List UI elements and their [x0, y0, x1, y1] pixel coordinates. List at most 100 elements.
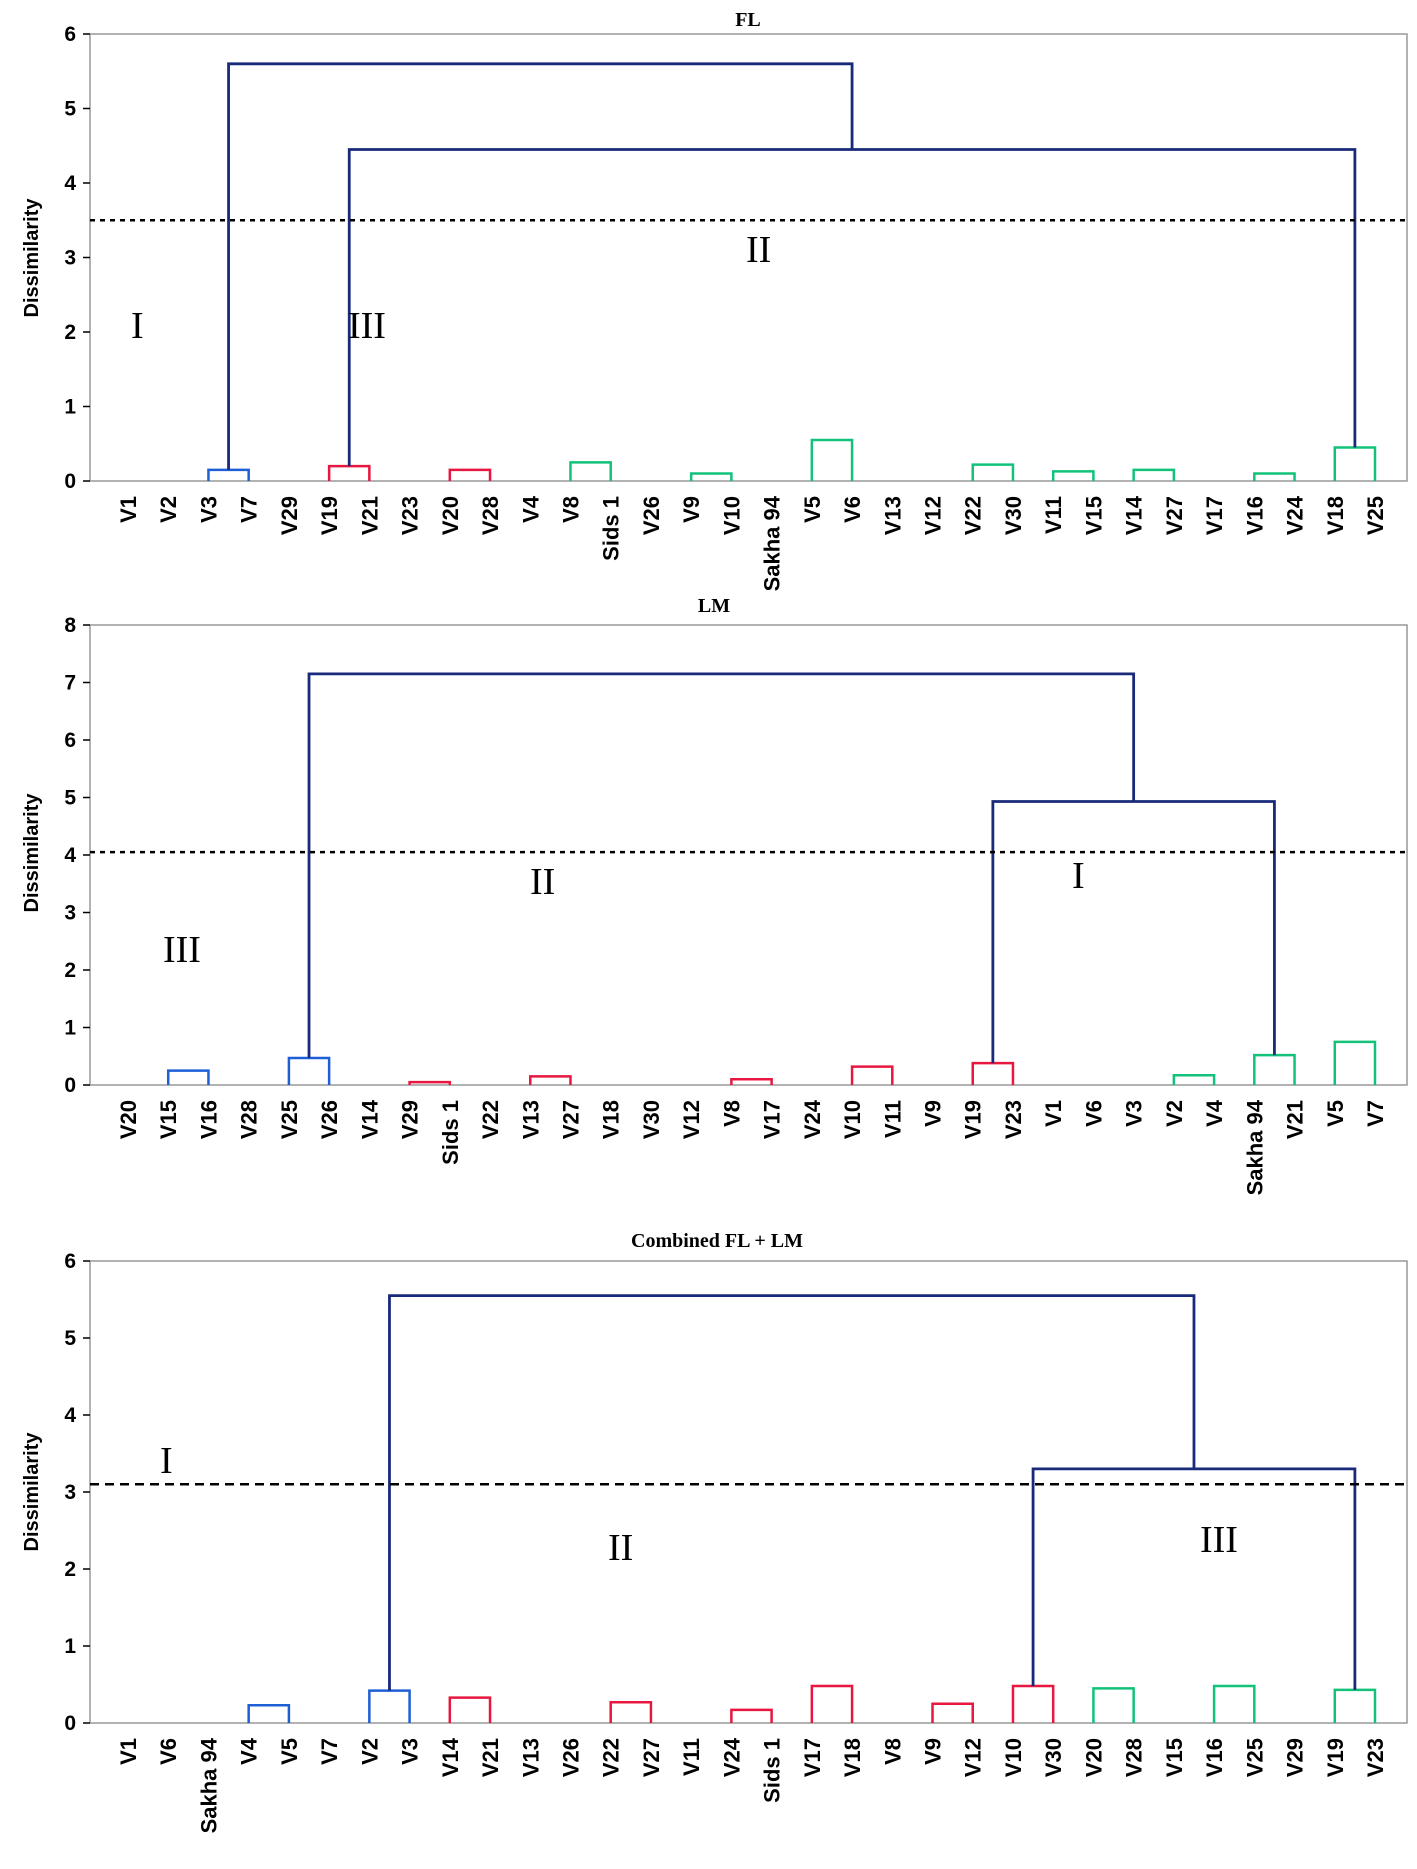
- leaf-label: V17: [760, 1100, 785, 1139]
- leaf-label: Sakha 94: [1242, 1099, 1267, 1195]
- leaf-labels: V1 V2 V3 V7 V29 V19 V21 V23 V20 V28 V4 V8 Sids 1 V26 V…: [116, 495, 1388, 591]
- leaf-label: V11: [880, 1100, 905, 1138]
- leaf-label: V4: [518, 495, 543, 523]
- y-tick-label: 1: [64, 1017, 76, 1040]
- y-tick-label: 5: [64, 1327, 76, 1350]
- cluster-label-i: I: [131, 305, 144, 347]
- leaf-label: V20: [438, 496, 463, 535]
- leaf-label: Sids 1: [599, 496, 624, 561]
- leaf-label: V30: [1041, 1738, 1066, 1777]
- leaf-label: V14: [357, 1099, 382, 1139]
- dendrogram-link: [971, 1061, 1015, 1085]
- leaf-label: V24: [800, 1099, 825, 1139]
- leaf-label: V4: [237, 1737, 262, 1765]
- dendrogram-link: [529, 1075, 572, 1085]
- leaf-label: V16: [1242, 496, 1267, 535]
- panel-title: FL: [735, 9, 761, 31]
- dendrogram-link: [307, 672, 1136, 1058]
- leaf-label: Sids 1: [438, 1100, 463, 1165]
- leaf-label: Sakha 94: [196, 1737, 221, 1833]
- leaf-label: V29: [398, 1100, 423, 1139]
- leaf-label: V7: [237, 496, 262, 523]
- panel-title: LM: [698, 595, 730, 617]
- y-tick-label: 3: [64, 902, 76, 925]
- leaf-label: V6: [156, 1738, 181, 1765]
- leaf-label: V12: [679, 1100, 704, 1139]
- dendrogram-link: [609, 1700, 653, 1723]
- leaf-label: V22: [599, 1738, 624, 1777]
- dendrogram-link: [1011, 1684, 1055, 1723]
- panel-title: Combined FL + LM: [631, 1230, 803, 1252]
- leaf-label: V25: [1363, 496, 1388, 535]
- y-ticks: 0 1 2 3 4 5 6: [64, 1250, 90, 1735]
- leaf-label: V2: [357, 1738, 382, 1765]
- y-tick-label: 1: [64, 1635, 76, 1658]
- cluster-label-iii: III: [1200, 1519, 1238, 1561]
- leaf-label: V5: [277, 1738, 302, 1765]
- y-tick-label: 3: [64, 247, 76, 270]
- leaf-label: V26: [317, 1100, 342, 1139]
- y-ticks: 0 1 2 3 4 5 6: [64, 23, 90, 493]
- dendrogram-links: [247, 1294, 1377, 1723]
- y-ticks: 0 1 2 3 4 5 6 7 8: [64, 614, 90, 1097]
- leaf-label: V30: [639, 1100, 664, 1139]
- leaf-label: V5: [1323, 1100, 1348, 1127]
- leaf-label: V28: [1122, 1738, 1147, 1777]
- leaf-label: V7: [1363, 1100, 1388, 1127]
- leaf-label: V29: [1283, 1738, 1308, 1777]
- leaf-label: V27: [639, 1738, 664, 1777]
- cluster-label-ii: II: [746, 229, 771, 271]
- leaf-label: V18: [1323, 496, 1348, 535]
- leaf-label: V19: [961, 1100, 986, 1139]
- cluster-label-iii: III: [163, 929, 201, 971]
- panel-combined: Combined FL + LM Dissimilarity 0 1 2 3 4 5 6 V…: [21, 1230, 1408, 1833]
- y-tick-label: 4: [64, 172, 76, 195]
- plot-frame: [89, 1260, 1408, 1724]
- leaf-label: V8: [558, 496, 583, 523]
- leaf-label: V25: [1242, 1738, 1267, 1777]
- leaf-label: V2: [156, 496, 181, 523]
- leaf-label: V5: [800, 496, 825, 523]
- dendrogram-link: [1132, 468, 1176, 481]
- dendrogram-link: [448, 1696, 492, 1723]
- leaf-label: V9: [921, 1100, 946, 1127]
- cluster-label-iii: III: [348, 305, 386, 347]
- y-tick-label: 0: [64, 1074, 76, 1097]
- y-tick-label: 5: [64, 787, 76, 810]
- leaf-label: V23: [398, 496, 423, 535]
- leaf-label: V24: [1283, 495, 1308, 535]
- dendrogram-links: [166, 672, 1377, 1085]
- dendrogram-link: [327, 464, 371, 481]
- dendrogram-link: [1253, 472, 1296, 481]
- y-axis-label: Dissimilarity: [21, 1432, 43, 1552]
- dendrogram-link: [730, 1078, 773, 1085]
- y-tick-label: 1: [64, 396, 76, 419]
- dendrogram-link: [388, 1294, 1196, 1691]
- dendrogram-link: [1172, 1073, 1216, 1085]
- leaf-label: V10: [1001, 1738, 1026, 1777]
- leaf-label: V28: [478, 496, 503, 535]
- cluster-label-i: I: [1072, 855, 1085, 897]
- leaf-label: V8: [719, 1100, 744, 1127]
- leaf-label: V28: [237, 1100, 262, 1139]
- y-tick-label: 7: [64, 672, 76, 695]
- dendrogram-link: [1333, 1688, 1377, 1723]
- leaf-label: V3: [1122, 1100, 1147, 1127]
- leaf-label: V12: [961, 1738, 986, 1777]
- leaf-label: V26: [558, 1738, 583, 1777]
- dendrogram-link: [347, 148, 1357, 467]
- leaf-label: V17: [800, 1738, 825, 1777]
- leaf-label: V19: [317, 496, 342, 535]
- leaf-label: V8: [880, 1738, 905, 1765]
- dendrogram-link: [730, 1708, 773, 1723]
- y-tick-label: 6: [64, 23, 76, 46]
- y-tick-label: 2: [64, 959, 76, 982]
- leaf-label: V1: [116, 1738, 141, 1765]
- leaf-label: V27: [1162, 496, 1187, 535]
- leaf-label: V17: [1202, 496, 1227, 535]
- dendrogram-link: [368, 1689, 411, 1723]
- y-tick-label: 3: [64, 1481, 76, 1504]
- dendrogram-links: [207, 62, 1377, 481]
- dendrogram-link: [1333, 446, 1377, 481]
